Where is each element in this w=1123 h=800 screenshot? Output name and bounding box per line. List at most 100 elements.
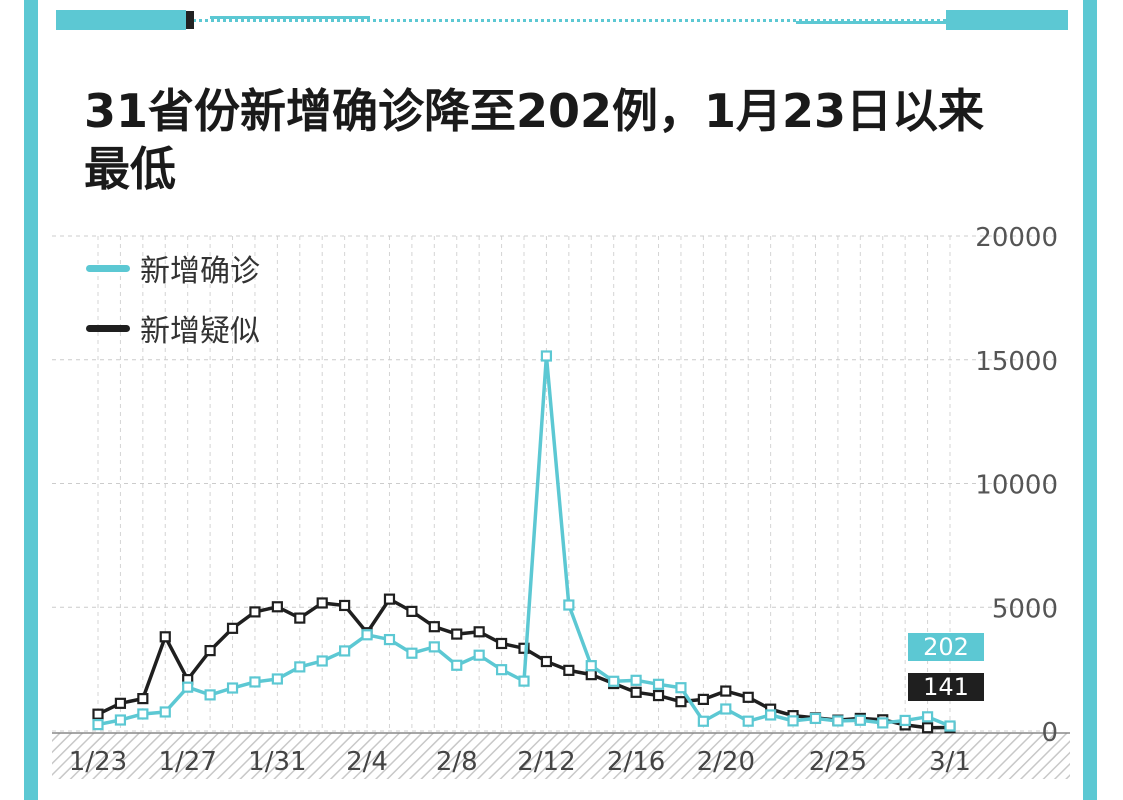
y-tick-label: 0 bbox=[1041, 718, 1058, 748]
data-point-suspected bbox=[630, 686, 642, 698]
x-tick-label: 1/23 bbox=[69, 747, 127, 777]
callout-suspected-last: 141 bbox=[908, 673, 984, 701]
data-point-confirmed bbox=[608, 675, 620, 687]
data-point-suspected bbox=[92, 708, 104, 720]
data-point-suspected bbox=[137, 693, 149, 705]
data-point-confirmed bbox=[787, 715, 799, 727]
data-point-confirmed bbox=[877, 717, 889, 729]
legend-swatch-confirmed bbox=[86, 264, 130, 272]
y-tick-label: 5000 bbox=[992, 594, 1058, 624]
data-point-confirmed bbox=[765, 709, 777, 721]
data-point-confirmed bbox=[271, 673, 283, 685]
data-point-suspected bbox=[697, 693, 709, 705]
data-point-confirmed bbox=[383, 633, 396, 646]
data-point-suspected bbox=[339, 599, 351, 612]
data-point-suspected bbox=[921, 722, 934, 734]
x-tick-label: 2/25 bbox=[809, 747, 867, 777]
data-point-confirmed bbox=[451, 659, 463, 671]
series-layer bbox=[92, 350, 956, 734]
y-tick-label: 10000 bbox=[975, 471, 1058, 501]
legend-item-suspected: 新增疑似 bbox=[86, 308, 260, 349]
data-point-confirmed bbox=[226, 682, 239, 694]
chart-title: 31省份新增确诊降至202例，1月23日以来最低 bbox=[84, 84, 985, 196]
data-point-suspected bbox=[114, 697, 127, 709]
x-tick-label: 1/27 bbox=[158, 747, 216, 777]
data-point-confirmed bbox=[294, 661, 306, 673]
data-point-confirmed bbox=[518, 675, 530, 687]
x-tick-label: 2/8 bbox=[436, 747, 478, 777]
data-point-confirmed bbox=[675, 682, 687, 694]
data-point-confirmed bbox=[361, 629, 373, 641]
data-point-suspected bbox=[540, 655, 553, 668]
data-point-confirmed bbox=[563, 599, 575, 611]
top-decoration-right bbox=[946, 10, 1068, 30]
data-point-confirmed bbox=[720, 703, 732, 715]
x-tick-label: 2/4 bbox=[346, 747, 388, 777]
data-point-suspected bbox=[383, 593, 396, 605]
data-point-suspected bbox=[495, 637, 508, 650]
data-point-confirmed bbox=[316, 655, 328, 667]
data-point-confirmed bbox=[473, 649, 485, 661]
data-point-suspected bbox=[249, 606, 261, 618]
data-point-confirmed bbox=[809, 712, 822, 725]
x-axis-band bbox=[52, 733, 1070, 779]
left-frame-bar bbox=[24, 0, 38, 800]
data-point-confirmed bbox=[428, 641, 440, 653]
callout-confirmed-last: 202 bbox=[908, 633, 984, 661]
data-point-suspected bbox=[451, 628, 463, 640]
y-tick-labels: 0 5000 10000 15000 20000 bbox=[975, 223, 1058, 748]
data-point-suspected bbox=[742, 691, 754, 703]
vertical-gridlines bbox=[97, 236, 951, 731]
data-point-confirmed bbox=[921, 711, 934, 723]
data-point-suspected bbox=[406, 605, 418, 617]
legend-label-suspected: 新增疑似 bbox=[140, 314, 260, 349]
data-point-confirmed bbox=[114, 714, 127, 726]
data-point-confirmed bbox=[742, 715, 754, 727]
top-decoration-dots bbox=[186, 19, 946, 22]
data-point-suspected bbox=[294, 612, 306, 624]
x-tick-label: 3/1 bbox=[929, 747, 971, 777]
top-decoration-line bbox=[210, 16, 370, 19]
x-tick-label: 2/16 bbox=[607, 747, 665, 777]
data-point-confirmed bbox=[585, 660, 597, 672]
data-point-suspected bbox=[720, 685, 732, 697]
data-point-confirmed bbox=[630, 674, 642, 686]
data-point-confirmed bbox=[92, 718, 104, 731]
data-point-confirmed bbox=[944, 720, 956, 732]
data-point-suspected bbox=[428, 621, 440, 633]
top-decoration-mark bbox=[186, 11, 194, 29]
data-point-confirmed bbox=[406, 647, 418, 659]
data-point-confirmed bbox=[697, 715, 709, 727]
data-point-confirmed bbox=[899, 714, 911, 727]
data-point-confirmed bbox=[159, 706, 171, 718]
data-point-confirmed bbox=[204, 689, 216, 701]
data-point-suspected bbox=[518, 642, 530, 654]
right-frame-bar bbox=[1083, 0, 1097, 800]
top-decoration-left bbox=[56, 10, 186, 30]
data-point-suspected bbox=[652, 689, 665, 702]
series-confirmed bbox=[92, 350, 956, 732]
data-point-confirmed bbox=[832, 715, 844, 727]
legend-swatch-suspected bbox=[86, 324, 130, 332]
horizontal-gridlines bbox=[52, 235, 1060, 732]
data-point-confirmed bbox=[339, 645, 351, 657]
data-point-confirmed bbox=[249, 676, 261, 688]
x-tick-labels: 1/23 1/27 1/31 2/4 2/8 2/12 2/16 2/20 2/25 3/1 bbox=[69, 747, 971, 777]
data-point-suspected bbox=[675, 696, 687, 708]
y-tick-label: 15000 bbox=[975, 347, 1058, 377]
x-tick-label: 2/12 bbox=[517, 747, 575, 777]
data-point-suspected bbox=[159, 631, 171, 643]
legend-item-confirmed: 新增确诊 bbox=[86, 248, 260, 289]
y-tick-label: 20000 bbox=[975, 223, 1058, 253]
data-point-suspected bbox=[271, 601, 283, 613]
data-point-confirmed bbox=[652, 678, 665, 690]
data-point-confirmed bbox=[182, 681, 194, 693]
data-point-suspected bbox=[585, 669, 597, 681]
data-point-suspected bbox=[316, 597, 328, 609]
data-point-confirmed bbox=[540, 350, 553, 362]
data-point-confirmed bbox=[854, 714, 866, 726]
x-tick-label: 1/31 bbox=[248, 747, 306, 777]
data-point-suspected bbox=[563, 664, 575, 676]
data-point-suspected bbox=[473, 626, 485, 638]
